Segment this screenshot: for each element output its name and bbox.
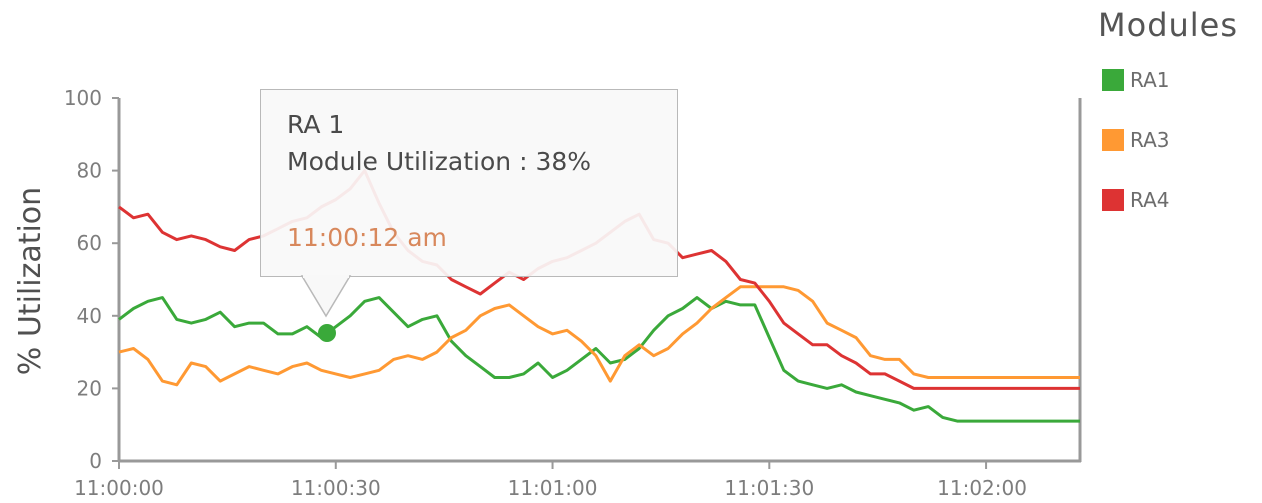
chart-axes: 0 20 40 60 80 100 11:00:00 11:00:30 11:01:00 11:0…	[64, 86, 1082, 500]
y-tick-label: 40	[77, 304, 102, 328]
legend-label: RA1	[1130, 68, 1170, 92]
x-tick-label: 11:01:00	[508, 476, 598, 500]
highlight-layer	[318, 324, 336, 342]
y-tick-label: 20	[77, 376, 102, 400]
legend-swatch	[1102, 69, 1124, 91]
legend-item-ra4[interactable]: RA4	[1102, 188, 1170, 212]
x-tick-label: 11:01:30	[724, 476, 814, 500]
highlight-point	[318, 324, 336, 342]
legend-swatch	[1102, 129, 1124, 151]
x-tick-label: 11:00:00	[74, 476, 164, 500]
legend-item-ra3[interactable]: RA3	[1102, 128, 1170, 152]
tooltip-series: RA 1	[287, 110, 345, 139]
legend-item-ra1[interactable]: RA1	[1102, 68, 1170, 92]
y-tick-label: 80	[77, 159, 102, 183]
legend-label: RA3	[1130, 128, 1170, 152]
y-tick-label: 100	[64, 86, 102, 110]
tooltip-value: Module Utilization : 38%	[287, 147, 592, 176]
y-tick-label: 60	[77, 231, 102, 255]
x-tick-label: 11:00:30	[291, 476, 381, 500]
series-line-ra3	[118, 285, 1080, 387]
y-tick-label: 0	[89, 449, 102, 473]
x-tick-label: 11:02:00	[937, 476, 1027, 500]
tooltip: RA 1 Module Utilization : 38% 11:00:12 a…	[260, 89, 678, 277]
tooltip-time: 11:00:12 am	[287, 223, 447, 252]
legend-title: Modules	[1098, 6, 1239, 44]
y-axis-title: % Utilization	[13, 187, 48, 375]
legend-label: RA4	[1130, 188, 1170, 212]
legend-swatch	[1102, 189, 1124, 211]
series-line-ra1	[118, 296, 1080, 423]
